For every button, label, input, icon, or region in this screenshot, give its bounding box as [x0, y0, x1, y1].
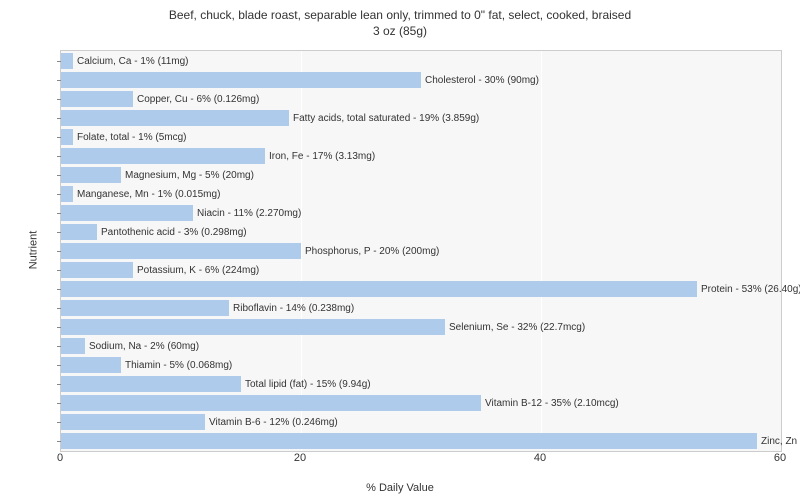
nutrient-label: Manganese, Mn - 1% (0.015mg) [73, 186, 220, 202]
chart-title: Beef, chuck, blade roast, separable lean… [0, 0, 800, 39]
nutrient-bar [61, 376, 241, 392]
nutrient-label: Fatty acids, total saturated - 19% (3.85… [289, 110, 479, 126]
nutrient-label: Cholesterol - 30% (90mg) [421, 72, 539, 88]
bar-row: Sodium, Na - 2% (60mg) [61, 338, 781, 354]
nutrient-label: Pantothenic acid - 3% (0.298mg) [97, 224, 247, 240]
nutrient-label: Copper, Cu - 6% (0.126mg) [133, 91, 259, 107]
nutrient-bar [61, 148, 265, 164]
bar-row: Phosphorus, P - 20% (200mg) [61, 243, 781, 259]
nutrient-bar [61, 110, 289, 126]
bar-row: Cholesterol - 30% (90mg) [61, 72, 781, 88]
nutrient-label: Calcium, Ca - 1% (11mg) [73, 53, 189, 69]
bar-row: Riboflavin - 14% (0.238mg) [61, 300, 781, 316]
nutrient-bar [61, 224, 97, 240]
bar-row: Fatty acids, total saturated - 19% (3.85… [61, 110, 781, 126]
nutrient-bar [61, 338, 85, 354]
x-tick-label: 60 [774, 452, 786, 464]
chart-container: Beef, chuck, blade roast, separable lean… [0, 0, 800, 500]
x-tick-label: 0 [57, 452, 63, 464]
nutrient-label: Phosphorus, P - 20% (200mg) [301, 243, 439, 259]
bar-row: Folate, total - 1% (5mcg) [61, 129, 781, 145]
bar-row: Calcium, Ca - 1% (11mg) [61, 53, 781, 69]
nutrient-bar [61, 319, 445, 335]
bar-row: Magnesium, Mg - 5% (20mg) [61, 167, 781, 183]
bar-row: Zinc, Zn - 58% (8.73mg) [61, 433, 781, 449]
nutrient-label: Protein - 53% (26.40g) [697, 281, 800, 297]
bar-row: Iron, Fe - 17% (3.13mg) [61, 148, 781, 164]
title-line2: 3 oz (85g) [373, 24, 427, 38]
bar-row: Thiamin - 5% (0.068mg) [61, 357, 781, 373]
x-tick-label: 20 [294, 452, 306, 464]
nutrient-bar [61, 53, 73, 69]
nutrient-bar [61, 186, 73, 202]
nutrient-label: Zinc, Zn - 58% (8.73mg) [757, 433, 800, 449]
y-axis-label: Nutrient [27, 231, 39, 270]
x-axis-label: % Daily Value [0, 482, 800, 494]
bar-row: Potassium, K - 6% (224mg) [61, 262, 781, 278]
title-line1: Beef, chuck, blade roast, separable lean… [169, 8, 631, 22]
bar-row: Vitamin B-6 - 12% (0.246mg) [61, 414, 781, 430]
nutrient-bar [61, 129, 73, 145]
nutrient-label: Vitamin B-6 - 12% (0.246mg) [205, 414, 338, 430]
nutrient-label: Niacin - 11% (2.270mg) [193, 205, 301, 221]
nutrient-bar [61, 395, 481, 411]
nutrient-label: Selenium, Se - 32% (22.7mcg) [445, 319, 585, 335]
bar-row: Manganese, Mn - 1% (0.015mg) [61, 186, 781, 202]
nutrient-bar [61, 205, 193, 221]
x-tick-label: 40 [534, 452, 546, 464]
nutrient-bar [61, 414, 205, 430]
nutrient-label: Sodium, Na - 2% (60mg) [85, 338, 199, 354]
nutrient-bar [61, 281, 697, 297]
nutrient-bar [61, 243, 301, 259]
bar-row: Protein - 53% (26.40g) [61, 281, 781, 297]
nutrient-bar [61, 91, 133, 107]
nutrient-label: Vitamin B-12 - 35% (2.10mcg) [481, 395, 619, 411]
nutrient-label: Potassium, K - 6% (224mg) [133, 262, 259, 278]
nutrient-bar [61, 262, 133, 278]
nutrient-bar [61, 300, 229, 316]
bar-row: Pantothenic acid - 3% (0.298mg) [61, 224, 781, 240]
nutrient-label: Thiamin - 5% (0.068mg) [121, 357, 232, 373]
nutrient-label: Iron, Fe - 17% (3.13mg) [265, 148, 375, 164]
bar-row: Copper, Cu - 6% (0.126mg) [61, 91, 781, 107]
nutrient-label: Riboflavin - 14% (0.238mg) [229, 300, 354, 316]
nutrient-bar [61, 167, 121, 183]
bar-row: Vitamin B-12 - 35% (2.10mcg) [61, 395, 781, 411]
plot-area: Calcium, Ca - 1% (11mg) Cholesterol - 30%… [60, 50, 782, 452]
nutrient-bar [61, 357, 121, 373]
bar-row: Niacin - 11% (2.270mg) [61, 205, 781, 221]
nutrient-label: Folate, total - 1% (5mcg) [73, 129, 186, 145]
nutrient-label: Total lipid (fat) - 15% (9.94g) [241, 376, 371, 392]
nutrient-bar [61, 72, 421, 88]
bar-row: Total lipid (fat) - 15% (9.94g) [61, 376, 781, 392]
nutrient-bar [61, 433, 757, 449]
bar-row: Selenium, Se - 32% (22.7mcg) [61, 319, 781, 335]
nutrient-label: Magnesium, Mg - 5% (20mg) [121, 167, 254, 183]
